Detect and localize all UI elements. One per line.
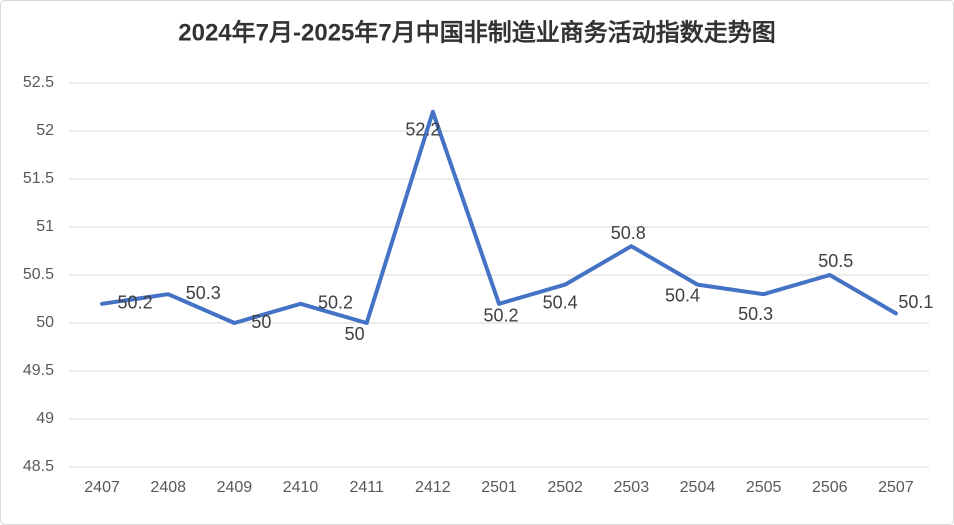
chart-title: 2024年7月-2025年7月中国非制造业商务活动指数走势图	[178, 18, 775, 46]
data-label: 50	[251, 312, 271, 332]
x-tick-label: 2507	[878, 479, 914, 496]
x-tick-label: 2409	[217, 479, 253, 496]
data-label: 50.3	[186, 283, 221, 303]
data-label: 50	[345, 324, 365, 344]
x-tick-label: 2408	[150, 479, 186, 496]
x-tick-label: 2412	[415, 479, 451, 496]
data-line	[100, 109, 898, 325]
y-tick-label: 51.5	[23, 170, 54, 187]
data-label: 50.5	[818, 251, 853, 271]
data-label: 50.2	[483, 306, 518, 326]
y-tick-label: 50	[36, 314, 54, 331]
x-tick-label: 2505	[746, 479, 782, 496]
x-tick-label: 2502	[547, 479, 583, 496]
data-label: 52.2	[405, 120, 440, 140]
y-tick-label: 52	[36, 122, 54, 139]
x-tick-label: 2503	[614, 479, 650, 496]
y-tick-label: 51	[36, 218, 54, 235]
y-tick-label: 48.5	[23, 458, 54, 475]
data-label: 50.2	[118, 293, 153, 313]
data-label: 50.1	[898, 292, 933, 312]
x-tick-label: 2504	[680, 479, 716, 496]
x-tick-label: 2411	[349, 479, 384, 496]
y-tick-label: 49	[36, 410, 54, 427]
data-label: 50.2	[318, 293, 353, 313]
data-label: 50.4	[665, 285, 700, 305]
data-label: 50.8	[611, 223, 646, 243]
y-tick-label: 50.5	[23, 266, 54, 283]
y-tick-label: 52.5	[23, 74, 54, 91]
data-label: 50.4	[543, 292, 578, 312]
data-label: 50.3	[738, 304, 773, 324]
x-tick-label: 2410	[283, 479, 319, 496]
x-tick-label: 2501	[481, 479, 517, 496]
x-tick-label: 2407	[84, 479, 120, 496]
x-tick-label: 2506	[812, 479, 848, 496]
y-tick-label: 49.5	[23, 362, 54, 379]
